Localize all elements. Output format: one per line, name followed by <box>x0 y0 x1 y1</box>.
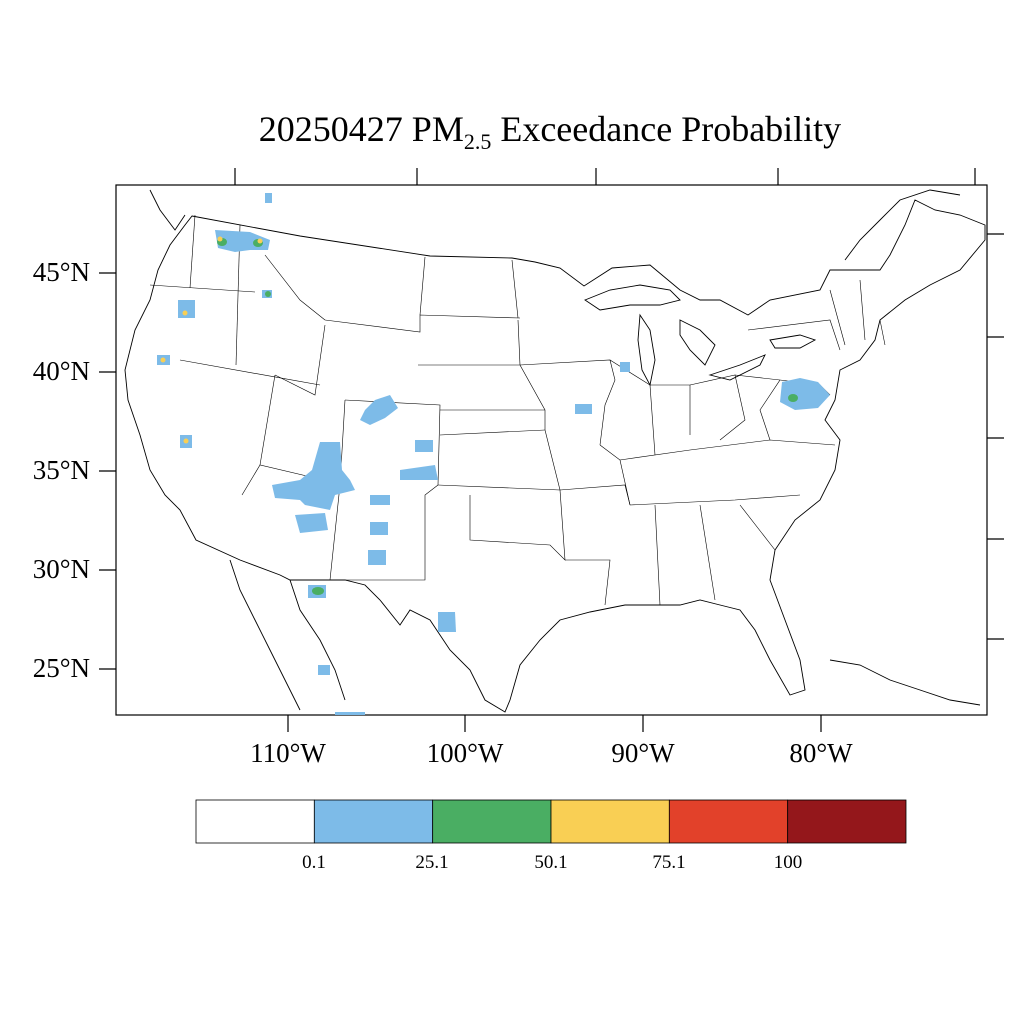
lat-label-40n: 40°N <box>32 356 90 386</box>
region-missouri <box>575 404 592 414</box>
region-mexico-south <box>335 712 365 715</box>
lake-huron <box>679 319 716 366</box>
region-southwest <box>272 442 355 510</box>
caribbean-islands <box>829 659 981 706</box>
lat-label-35n: 35°N <box>32 455 90 485</box>
colorbar <box>195 799 907 844</box>
region-colorado-east <box>400 465 438 480</box>
colorbar-bin-4 <box>668 799 789 844</box>
title-pollutant-subscript: 2.5 <box>463 129 492 154</box>
frame-ticks <box>99 168 1004 732</box>
colorbar-label-0: 0.1 <box>302 852 326 873</box>
mexico-coast <box>229 559 346 711</box>
colorbar-bin-5 <box>787 799 907 844</box>
lake-erie <box>708 354 766 381</box>
region-oregon-high <box>182 310 188 316</box>
region-iowa <box>620 362 630 372</box>
colorbar-bin-0 <box>195 799 315 844</box>
region-northern-california-high <box>160 357 166 363</box>
colorbar-label-4: 100 <box>773 852 803 873</box>
lon-label-80w: 80°W <box>789 738 853 768</box>
title-date: 20250427 <box>258 109 403 149</box>
lake-superior <box>584 284 681 311</box>
lake-ontario <box>769 334 817 349</box>
region-arizona-south <box>295 513 328 533</box>
colorbar-bin-1 <box>313 799 434 844</box>
region-nm-1 <box>370 495 390 505</box>
colorbar-bin-3 <box>550 799 670 844</box>
title-pollutant: PM <box>411 109 464 149</box>
region-nm-2 <box>370 522 388 535</box>
map-title: 20250427 PM2.5 Exceedance Probability <box>0 108 1024 155</box>
region-west-texas <box>438 612 456 632</box>
canada-coast <box>149 189 961 261</box>
region-colorado-north <box>360 395 398 425</box>
colorbar-bin-2 <box>432 799 552 844</box>
colorbar-label-3: 75.1 <box>652 852 686 873</box>
region-baja <box>318 665 330 675</box>
region-colorado-southeast <box>415 440 433 452</box>
lon-label-90w: 90°W <box>611 738 675 768</box>
lon-label-110w: 110°W <box>250 738 326 768</box>
us-outline <box>124 199 986 713</box>
colorbar-label-2: 50.1 <box>534 852 568 873</box>
region-central-california-high <box>183 438 189 444</box>
region-nm-3 <box>368 550 386 565</box>
region-idaho-north-mid <box>265 291 271 297</box>
map-geography <box>124 189 986 713</box>
map-frame <box>115 184 988 716</box>
state-lines <box>149 214 886 606</box>
region-big-bend-mid <box>312 587 324 595</box>
region-washington-high-1 <box>217 236 223 242</box>
lon-label-100w: 100°W <box>426 738 504 768</box>
lat-label-45n: 45°N <box>32 257 90 287</box>
title-suffix: Exceedance Probability <box>500 109 842 149</box>
colorbar-label-1: 25.1 <box>415 852 449 873</box>
lat-label-25n: 25°N <box>32 653 90 683</box>
region-canada-north <box>265 193 272 203</box>
region-washington-high-2 <box>257 238 263 244</box>
region-mid-atlantic <box>780 378 830 410</box>
probability-regions <box>157 193 830 715</box>
region-mid-atlantic-mid <box>788 394 798 402</box>
lat-label-30n: 30°N <box>32 554 90 584</box>
region-oregon <box>178 300 195 318</box>
